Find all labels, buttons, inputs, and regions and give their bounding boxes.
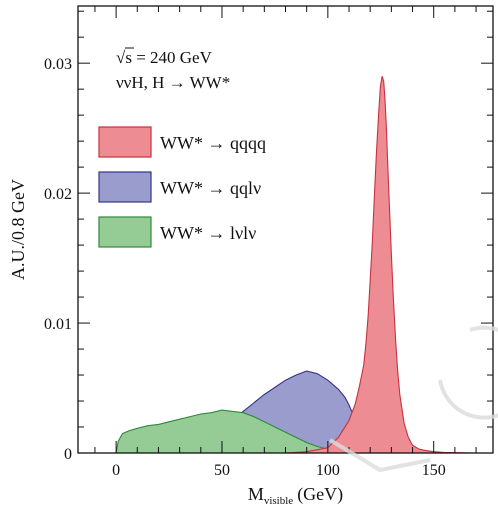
annotation-sqrt-s: √s = 240 GeV [116, 48, 213, 67]
legend-label-lvlv: WW* → lνlν [160, 223, 256, 243]
x-tick-label: 50 [214, 462, 230, 479]
legend-swatch-lvlv [98, 216, 152, 248]
y-tick-label: 0.01 [44, 316, 72, 333]
legend-label-qqlv: WW* → qqlν [160, 178, 261, 198]
y-axis-title: A.U./0.8 GeV [8, 179, 28, 280]
plot-frame [77, 5, 494, 454]
x-axis-title: Mvisible (GeV) [248, 484, 343, 507]
x-tick-label: 0 [112, 462, 120, 479]
legend-swatch-qqqq [98, 126, 152, 158]
annotation-process: ννH, H → WW* [116, 73, 230, 92]
y-tick-label: 0 [64, 446, 72, 463]
y-tick-label: 0.03 [44, 56, 72, 73]
watermark [328, 325, 498, 473]
x-tick-label: 100 [316, 462, 340, 479]
series-area-qqqq [116, 76, 493, 454]
legend-label-qqqq: WW* → qqqq [160, 133, 266, 153]
y-tick-label: 0.02 [44, 186, 72, 203]
legend-swatch-qqlv [98, 171, 152, 203]
x-tick-label: 150 [422, 462, 446, 479]
